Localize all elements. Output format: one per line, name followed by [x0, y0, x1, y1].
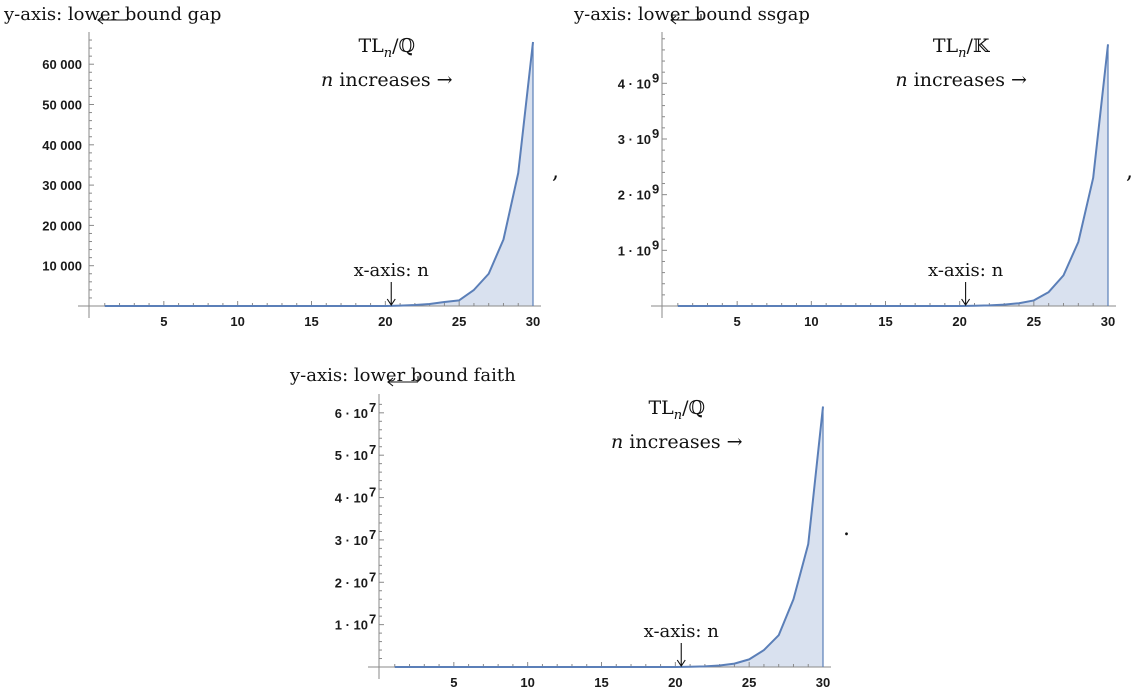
chart-panel-2: 5 10 15 20 25 301 · 10 92 · 10 93 · 10 94 · 10 9y… — [573, 4, 1133, 329]
x-tick-label: 30 — [526, 314, 540, 329]
y-tick-label: 40 000 — [42, 138, 82, 153]
x-axis-label: x-axis: n — [928, 260, 1004, 281]
chart-title-main: TL — [358, 35, 384, 57]
chart-title-subscript: n — [958, 46, 966, 61]
y-tick-label: 1 · 10 — [618, 243, 651, 258]
x-tick-label: 30 — [1101, 314, 1115, 329]
series-line — [104, 41, 534, 307]
x-tick-label: 25 — [742, 675, 756, 690]
y-tick-label: 2 · 10 — [618, 188, 651, 203]
y-tick-exponent: 9 — [652, 182, 659, 197]
y-tick-exponent: 9 — [652, 237, 659, 252]
x-axis-label: x-axis: n — [644, 621, 720, 642]
chart-title: TLn/ℚ — [358, 35, 415, 61]
left-arrow-icon — [97, 14, 129, 25]
chart-title-main: TL — [648, 397, 674, 419]
trailing-punctuation: , — [1126, 159, 1133, 184]
y-tick-exponent: 9 — [652, 70, 659, 85]
y-tick-exponent: 7 — [369, 612, 376, 627]
y-axis-label: y-axis: lower bound ssgap — [573, 4, 810, 25]
down-arrow-icon — [386, 282, 396, 306]
y-tick-exponent: 9 — [652, 126, 659, 141]
x-tick-label: 25 — [452, 314, 466, 329]
series-line — [394, 406, 824, 668]
x-tick-label: 30 — [816, 675, 830, 690]
trailing-punctuation: , — [552, 159, 559, 184]
chart-title-field: /ℚ — [682, 397, 705, 419]
chart-title-main: TL — [933, 35, 959, 57]
chart-title: TLn/𝕂 — [933, 35, 991, 61]
y-tick-label: 30 000 — [42, 178, 82, 193]
x-tick-label: 20 — [952, 314, 966, 329]
y-tick-label: 20 000 — [42, 218, 82, 233]
chart-title-field: /𝕂 — [967, 35, 991, 57]
down-arrow-icon — [676, 643, 686, 667]
direction-note: n increases → — [895, 69, 1027, 91]
x-tick-label: 20 — [668, 675, 682, 690]
left-arrow-icon — [387, 376, 419, 387]
direction-note-var: n — [611, 431, 623, 453]
chart-title-subscript: n — [674, 408, 682, 423]
chart-title-subscript: n — [384, 46, 392, 61]
left-arrow-icon — [670, 14, 702, 25]
x-tick-label: 20 — [378, 314, 392, 329]
y-tick-label: 1 · 10 — [335, 618, 368, 633]
y-tick-label: 3 · 10 — [335, 533, 368, 548]
x-tick-label: 25 — [1027, 314, 1041, 329]
direction-note-var: n — [895, 69, 907, 91]
chart-title: TLn/ℚ — [648, 397, 705, 423]
y-tick-label: 2 · 10 — [335, 575, 368, 590]
x-tick-label: 10 — [520, 675, 534, 690]
x-tick-label: 10 — [230, 314, 244, 329]
direction-note-var: n — [321, 69, 333, 91]
y-axis-label: y-axis: lower bound gap — [3, 4, 221, 25]
y-axis-label: y-axis: lower bound faith — [289, 365, 516, 386]
x-tick-label: 15 — [304, 314, 318, 329]
x-axis-label: x-axis: n — [354, 260, 430, 281]
x-tick-label: 15 — [594, 675, 608, 690]
direction-note: n increases → — [611, 431, 743, 453]
y-tick-exponent: 7 — [369, 400, 376, 415]
y-tick-label: 10 000 — [42, 259, 82, 274]
x-tick-label: 5 — [160, 314, 167, 329]
x-tick-label: 10 — [804, 314, 818, 329]
direction-note-text: increases → — [908, 69, 1027, 91]
y-tick-label: 50 000 — [42, 98, 82, 113]
trailing-punctuation: . — [843, 516, 850, 541]
direction-note-text: increases → — [623, 431, 742, 453]
y-tick-label: 4 · 10 — [618, 76, 651, 91]
x-tick-label: 15 — [878, 314, 892, 329]
direction-note: n increases → — [321, 69, 453, 91]
series-area — [104, 42, 534, 307]
y-tick-exponent: 7 — [369, 485, 376, 500]
direction-note-text: increases → — [333, 69, 452, 91]
chart-title-field: /ℚ — [392, 35, 415, 57]
y-tick-exponent: 7 — [369, 442, 376, 457]
x-tick-label: 5 — [450, 675, 457, 690]
series-line — [677, 44, 1109, 307]
chart-panel-1: 5 10 15 20 25 30 10 000 20 000 30 000 40 000 50 00… — [3, 4, 559, 329]
y-tick-label: 4 · 10 — [335, 491, 368, 506]
y-tick-exponent: 7 — [369, 527, 376, 542]
y-tick-label: 60 000 — [42, 57, 82, 72]
down-arrow-icon — [961, 282, 971, 306]
chart-panel-3: 5 10 15 20 25 301 · 10 72 · 10 73 · 10 74 · 10 75… — [289, 365, 850, 690]
y-tick-label: 5 · 10 — [335, 448, 368, 463]
y-tick-label: 3 · 10 — [618, 132, 651, 147]
y-tick-label: 6 · 10 — [335, 406, 368, 421]
y-tick-exponent: 7 — [369, 569, 376, 584]
x-tick-label: 5 — [734, 314, 741, 329]
series-area — [677, 44, 1108, 306]
series-area — [394, 406, 823, 667]
